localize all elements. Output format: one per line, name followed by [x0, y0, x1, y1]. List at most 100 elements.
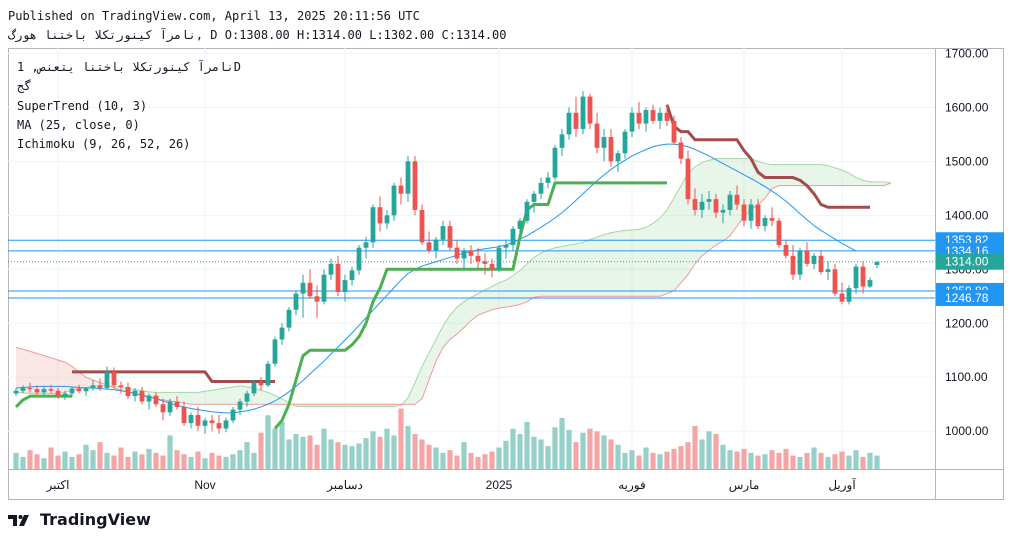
- candle-body: [685, 158, 691, 200]
- volume-bar: [146, 448, 152, 469]
- volume-bar: [293, 434, 299, 469]
- candle-body: [580, 96, 586, 129]
- volume-bar: [139, 454, 145, 469]
- candle-body: [384, 215, 390, 224]
- candle-body: [286, 309, 292, 328]
- volume-bar: [48, 447, 54, 469]
- volume-bar: [321, 428, 327, 469]
- volume-bar: [167, 435, 173, 469]
- tradingview-logo[interactable]: TradingView: [8, 510, 151, 529]
- cloud-segment: [590, 236, 597, 297]
- volume-bar: [713, 434, 719, 469]
- candle-body: [195, 415, 201, 426]
- volume-bar: [202, 458, 208, 469]
- cloud-segment: [324, 404, 331, 407]
- x-tick-label: مارس: [729, 478, 760, 492]
- legend-ma[interactable]: MA (25, close, 0): [17, 118, 140, 132]
- candle-body: [300, 282, 306, 294]
- y-tick-label: 1500.00: [945, 154, 989, 168]
- candle-body: [41, 389, 47, 393]
- volume-bar: [538, 439, 544, 469]
- legend-supertrend[interactable]: SuperTrend (10, 3): [17, 99, 148, 113]
- senkou-span-a: [15, 158, 892, 407]
- chart-frame[interactable]: 1000.001100.001200.001300.001400.001500.…: [8, 46, 1004, 500]
- cloud-segment: [191, 392, 198, 405]
- cloud-segment: [576, 242, 583, 297]
- volume-bar: [349, 446, 355, 469]
- ohlc-header: نامرآ کینورتکلا باختنا هورگ, D O:1308.00…: [8, 28, 507, 42]
- volume-bar: [762, 454, 768, 469]
- candle-body: [657, 112, 663, 121]
- cloud-segment: [681, 173, 688, 283]
- candle-body: [433, 239, 439, 251]
- volume-bar: [244, 442, 250, 469]
- candle-body: [153, 395, 159, 405]
- candle-body: [762, 218, 768, 227]
- cloud-segment: [583, 239, 590, 297]
- volume-bar: [377, 436, 383, 469]
- volume-bar: [286, 439, 292, 469]
- cloud-segment: [541, 249, 548, 297]
- volume-bar: [118, 447, 124, 469]
- candle-body: [321, 274, 327, 302]
- volume-bar: [83, 444, 89, 469]
- cloud-segment: [632, 229, 639, 297]
- candle-body: [202, 420, 208, 426]
- cloud-segment: [730, 158, 737, 236]
- candle-body: [601, 137, 607, 148]
- volume-bar: [720, 444, 726, 469]
- volume-bar: [272, 428, 278, 469]
- candle-body: [678, 142, 684, 159]
- cloud-segment: [660, 209, 667, 297]
- candle-body: [790, 255, 796, 275]
- volume-bar: [650, 452, 656, 469]
- candle-body: [398, 185, 404, 194]
- cloud-segment: [604, 232, 611, 297]
- volume-bar: [342, 444, 348, 469]
- cloud-segment: [786, 164, 793, 186]
- volume-bar: [825, 456, 831, 469]
- volume-bar: [405, 425, 411, 469]
- candle-body: [468, 250, 474, 256]
- cloud-segment: [625, 229, 632, 297]
- cloud-segment: [275, 395, 282, 405]
- volume-bar: [811, 447, 817, 469]
- cloud-segment: [779, 164, 786, 186]
- volume-bar: [545, 446, 551, 469]
- volume-bar: [370, 431, 376, 469]
- candle-body: [664, 112, 670, 121]
- volume-bar: [419, 439, 425, 469]
- legend-ichimoku[interactable]: Ichimoku (9, 26, 52, 26): [17, 137, 191, 151]
- candle-body: [447, 226, 453, 248]
- volume-bar: [384, 428, 390, 469]
- candle-body: [503, 245, 509, 248]
- volume-bar: [874, 455, 880, 469]
- y-tick-label: 1000.00: [945, 424, 989, 438]
- candle-body: [258, 382, 264, 386]
- volume-bar: [818, 452, 824, 469]
- volume-bar: [615, 444, 621, 469]
- cloud-segment: [527, 257, 534, 302]
- candle-body: [538, 182, 544, 194]
- cloud-segment: [163, 392, 170, 401]
- candle-body: [510, 228, 516, 246]
- cloud-segment: [429, 339, 436, 380]
- candle-body: [804, 250, 810, 264]
- candle-body: [412, 161, 418, 210]
- cloud-segment: [436, 325, 443, 362]
- price-chart[interactable]: 1000.001100.001200.001300.001400.001500.…: [8, 46, 1004, 500]
- candle-body: [811, 255, 817, 264]
- volume-bar: [769, 450, 775, 469]
- candle-body: [573, 112, 579, 129]
- volume-bar: [531, 436, 537, 469]
- volume-bar: [741, 448, 747, 469]
- tradingview-brand: TradingView: [40, 510, 151, 529]
- volume-bar: [573, 442, 579, 469]
- candle-body: [825, 269, 831, 272]
- volume-bar: [594, 431, 600, 469]
- candle-body: [83, 388, 89, 392]
- candle-body: [104, 371, 110, 389]
- candle-body: [699, 201, 705, 210]
- candle-body: [650, 110, 656, 121]
- cloud-segment: [352, 404, 359, 407]
